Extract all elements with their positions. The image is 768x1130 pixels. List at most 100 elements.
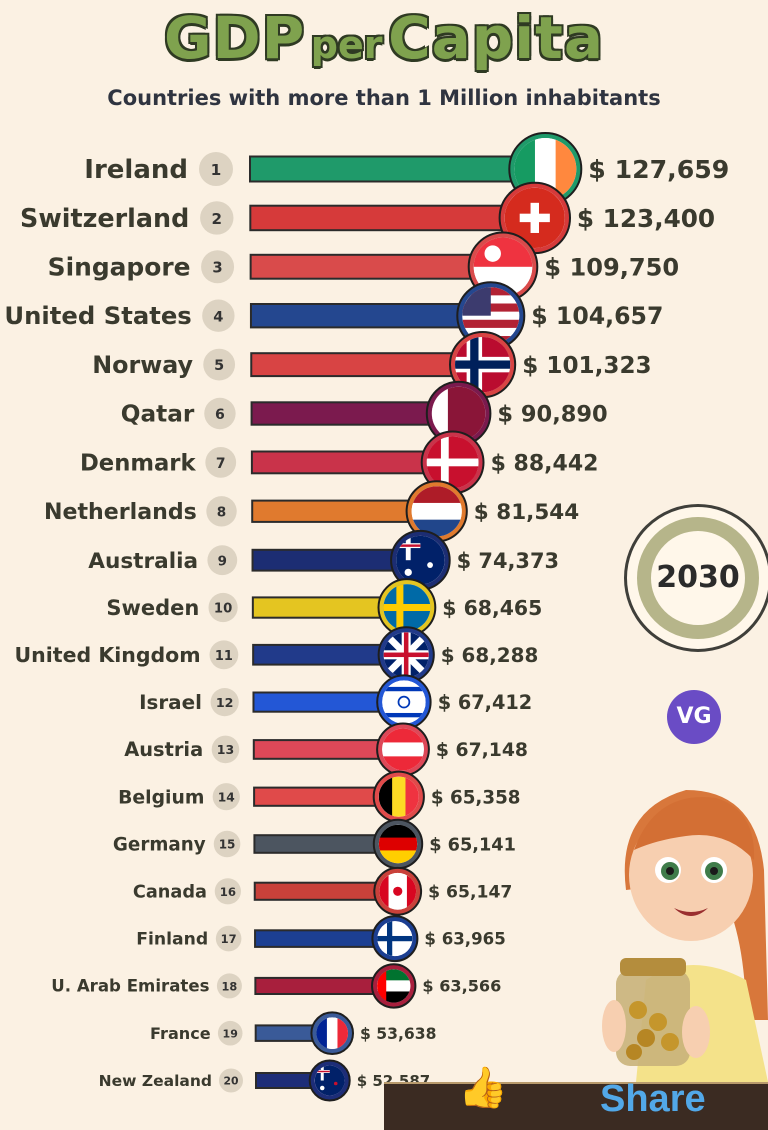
bar	[249, 253, 505, 280]
value-label: $ 101,323	[522, 353, 651, 379]
country-label: France	[150, 1024, 211, 1043]
rank-number: 1	[211, 161, 222, 179]
france-flag-icon	[316, 1017, 349, 1050]
country-label: Denmark	[80, 450, 197, 476]
switzerland-flag-icon	[504, 187, 565, 249]
rank-number: 16	[220, 885, 236, 899]
value-label: $ 67,412	[438, 691, 533, 714]
rank-badge	[212, 783, 240, 811]
bar-row-19: France 19 $ 53,638	[150, 1011, 436, 1055]
rank-badge	[202, 299, 235, 332]
title-part-1: GDP	[163, 4, 306, 72]
share-button[interactable]: Share	[600, 1078, 706, 1120]
country-label: Ireland	[84, 155, 188, 185]
country-label: United Kingdom	[15, 643, 201, 667]
country-label: Austria	[124, 738, 203, 761]
united-kingdom-flag-icon	[383, 632, 429, 678]
country-label: Finland	[136, 930, 208, 950]
bar-row-3: Singapore 3 $ 109,750	[48, 231, 679, 303]
rank-number: 6	[215, 407, 225, 423]
rank-number: 11	[215, 649, 233, 664]
rank-badge	[203, 348, 236, 381]
new-zealand-flag-icon	[314, 1065, 345, 1096]
rank-badge	[215, 925, 242, 952]
bar	[250, 352, 484, 378]
bar-row-9: Australia 9 $ 74,373	[88, 529, 559, 591]
rank-number: 5	[214, 358, 224, 374]
rank-badge	[207, 545, 238, 576]
title-part-3: Capita	[388, 4, 605, 72]
rank-badge	[219, 1068, 243, 1093]
value-label: $ 88,442	[491, 451, 599, 476]
rank-badge	[200, 201, 234, 235]
bar-row-17: Finland 17 $ 63,965	[136, 915, 506, 963]
rank-badge	[204, 397, 236, 430]
denmark-flag-icon	[426, 436, 479, 489]
rank-badge	[208, 592, 238, 623]
bar-row-1: Ireland 1 $ 127,659	[84, 132, 729, 206]
value-label: $ 90,890	[497, 402, 607, 428]
chart-title: GDP per Capita	[0, 4, 768, 72]
rank-number: 12	[216, 695, 234, 710]
country-label: Sweden	[106, 596, 199, 620]
bar-row-5: Norway 5 $ 101,323	[92, 331, 652, 399]
bar-row-2: Switzerland 2 $ 123,400	[20, 181, 715, 255]
bar	[249, 204, 536, 232]
rank-number: 7	[216, 456, 226, 472]
share-bar	[384, 1082, 768, 1130]
girl-with-coin-jar-illustration	[602, 790, 768, 1082]
value-label: $ 67,148	[436, 740, 528, 761]
value-label: $ 63,965	[424, 930, 505, 949]
bar-row-20: New Zealand 20 $ 52,587	[99, 1059, 430, 1102]
rank-number: 2	[212, 210, 223, 228]
title-part-2: per	[310, 23, 383, 67]
country-label: Germany	[113, 834, 206, 855]
rank-number: 13	[217, 742, 234, 757]
bar-row-13: Austria 13 $ 67,148	[124, 722, 528, 777]
rank-number: 19	[223, 1027, 238, 1040]
vg-logo: VG	[667, 690, 721, 744]
bar	[249, 155, 547, 183]
belgium-flag-icon	[378, 776, 419, 817]
value-label: $ 81,544	[474, 500, 579, 525]
country-label: Australia	[88, 549, 198, 574]
germany-flag-icon	[378, 824, 418, 864]
rank-badge	[209, 640, 239, 670]
value-label: $ 109,750	[544, 254, 679, 282]
bar-row-10: Sweden 10 $ 68,465	[106, 578, 542, 637]
rank-number: 10	[214, 602, 232, 617]
canada-flag-icon	[379, 872, 417, 910]
rank-badge	[211, 735, 240, 764]
country-label: Canada	[133, 882, 207, 902]
rank-number: 8	[217, 505, 226, 521]
rank-number: 3	[212, 260, 222, 277]
country-label: Switzerland	[20, 203, 189, 233]
year-label: 2030	[656, 560, 740, 595]
thumbs-up-icon[interactable]: 👍	[458, 1065, 508, 1111]
value-label: $ 74,373	[457, 549, 559, 573]
australia-flag-icon	[396, 535, 445, 585]
rank-badge	[210, 688, 239, 717]
country-label: United States	[4, 301, 191, 330]
year-ring: 2030	[624, 504, 768, 652]
country-label: Qatar	[121, 401, 195, 428]
bar-row-14: Belgium 14 $ 65,358	[118, 770, 521, 823]
country-label: Norway	[92, 351, 193, 379]
rank-badge	[213, 830, 241, 858]
rank-number: 9	[218, 554, 227, 569]
austria-flag-icon	[382, 728, 424, 771]
country-label: Singapore	[48, 253, 191, 282]
country-label: Netherlands	[44, 499, 197, 525]
uae-flag-icon	[377, 969, 411, 1003]
bar-row-7: Denmark 7 $ 88,442	[80, 430, 599, 495]
rank-badge	[206, 496, 237, 527]
netherlands-flag-icon	[411, 486, 462, 537]
rank-number: 20	[223, 1075, 238, 1088]
rank-number: 14	[218, 790, 235, 804]
value-label: $ 65,141	[429, 835, 516, 855]
bar-row-18: U. Arab Emirates 18 $ 63,566	[51, 963, 501, 1009]
country-label: Israel	[139, 691, 202, 714]
value-label: $ 68,465	[442, 596, 542, 620]
country-label: U. Arab Emirates	[51, 977, 209, 996]
